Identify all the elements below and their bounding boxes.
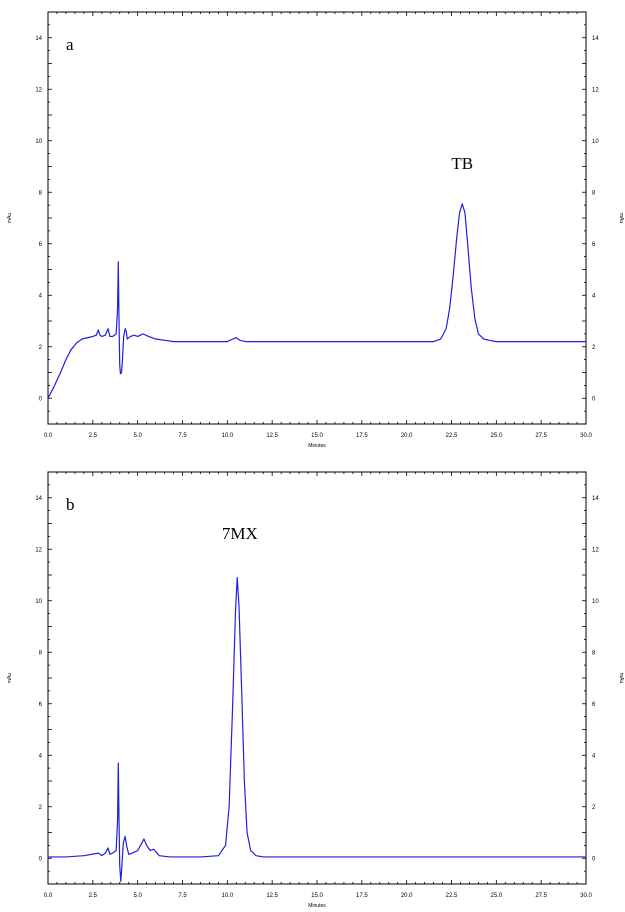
y-tick-label-left: 0 bbox=[39, 856, 43, 862]
y-axis-title-right: mAu bbox=[618, 673, 624, 684]
x-tick-label: 22.5 bbox=[446, 433, 458, 439]
y-tick-label-left: 10 bbox=[35, 599, 42, 605]
plot-frame bbox=[47, 11, 587, 425]
y-tick-label-left: 6 bbox=[39, 242, 43, 248]
chart-panel-a: 0 0 2 2 4 4 6 6 8 8 10 10 12 12 14 14 0.0 2.5 5.0 7.5 10.0 12… bbox=[7, 11, 624, 449]
x-tick-label: 12.5 bbox=[266, 893, 278, 899]
plot-frame bbox=[47, 471, 587, 885]
x-axis-title: Minutes bbox=[308, 443, 326, 449]
x-tick-label: 27.5 bbox=[535, 433, 547, 439]
y-tick-label-left: 2 bbox=[39, 805, 43, 811]
x-tick-label: 20.0 bbox=[401, 893, 413, 899]
x-axis-title: Minutes bbox=[308, 903, 326, 909]
peak-label: TB bbox=[451, 154, 473, 173]
y-tick-label-right: 2 bbox=[592, 805, 596, 811]
y-tick-label-left: 4 bbox=[39, 753, 43, 759]
x-tick-label: 0.0 bbox=[44, 433, 53, 439]
y-tick-label-left: 8 bbox=[39, 190, 43, 196]
chromatogram-trace bbox=[48, 203, 586, 399]
x-tick-label: 22.5 bbox=[446, 893, 458, 899]
chart-panel-b: 0 0 2 2 4 4 6 6 8 8 10 10 12 12 14 14 0.0 2.5 5.0 7.5 10.0 12… bbox=[7, 471, 624, 909]
x-tick-label: 17.5 bbox=[356, 893, 368, 899]
y-tick-label-right: 8 bbox=[592, 190, 596, 196]
y-tick-label-left: 6 bbox=[39, 702, 43, 708]
x-tick-label: 0.0 bbox=[44, 893, 53, 899]
y-tick-label-left: 8 bbox=[39, 650, 43, 656]
y-tick-label-right: 12 bbox=[592, 547, 599, 553]
y-tick-label-right: 6 bbox=[592, 702, 596, 708]
y-axis-title-left: mAu bbox=[7, 673, 13, 684]
y-tick-label-right: 0 bbox=[592, 856, 596, 862]
x-tick-label: 30.0 bbox=[580, 893, 592, 899]
x-tick-label: 25.0 bbox=[490, 893, 502, 899]
y-tick-label-right: 4 bbox=[592, 753, 596, 759]
y-tick-label-left: 2 bbox=[39, 345, 43, 351]
y-tick-label-left: 14 bbox=[35, 36, 42, 42]
y-tick-label-right: 8 bbox=[592, 650, 596, 656]
y-tick-label-left: 0 bbox=[39, 396, 43, 402]
y-tick-label-right: 14 bbox=[592, 36, 599, 42]
x-tick-label: 2.5 bbox=[89, 433, 98, 439]
panel-label: b bbox=[66, 495, 75, 514]
y-tick-label-right: 10 bbox=[592, 139, 599, 145]
x-tick-label: 7.5 bbox=[178, 893, 187, 899]
y-tick-label-right: 4 bbox=[592, 293, 596, 299]
y-axis-title-right: mAu bbox=[618, 213, 624, 224]
y-tick-label-left: 12 bbox=[35, 87, 42, 93]
y-tick-label-left: 10 bbox=[35, 139, 42, 145]
y-tick-label-right: 12 bbox=[592, 87, 599, 93]
x-tick-label: 7.5 bbox=[178, 433, 187, 439]
y-tick-label-left: 4 bbox=[39, 293, 43, 299]
x-tick-label: 10.0 bbox=[221, 433, 233, 439]
y-tick-label-right: 6 bbox=[592, 242, 596, 248]
y-tick-label-right: 10 bbox=[592, 599, 599, 605]
x-tick-label: 27.5 bbox=[535, 893, 547, 899]
chromatogram-trace bbox=[48, 576, 586, 883]
x-tick-label: 12.5 bbox=[266, 433, 278, 439]
x-tick-label: 5.0 bbox=[133, 893, 142, 899]
y-tick-label-left: 14 bbox=[35, 496, 42, 502]
x-tick-label: 5.0 bbox=[133, 433, 142, 439]
y-tick-label-left: 12 bbox=[35, 547, 42, 553]
x-tick-label: 10.0 bbox=[221, 893, 233, 899]
x-tick-label: 25.0 bbox=[490, 433, 502, 439]
x-tick-label: 2.5 bbox=[89, 893, 98, 899]
x-tick-label: 17.5 bbox=[356, 433, 368, 439]
y-tick-label-right: 2 bbox=[592, 345, 596, 351]
y-tick-label-right: 14 bbox=[592, 496, 599, 502]
panel-label: a bbox=[66, 35, 74, 54]
y-axis-title-left: mAu bbox=[7, 213, 13, 224]
peak-label: 7MX bbox=[222, 524, 258, 543]
y-tick-label-right: 0 bbox=[592, 396, 596, 402]
x-tick-label: 20.0 bbox=[401, 433, 413, 439]
x-tick-label: 15.0 bbox=[311, 893, 323, 899]
x-tick-label: 30.0 bbox=[580, 433, 592, 439]
x-tick-label: 15.0 bbox=[311, 433, 323, 439]
